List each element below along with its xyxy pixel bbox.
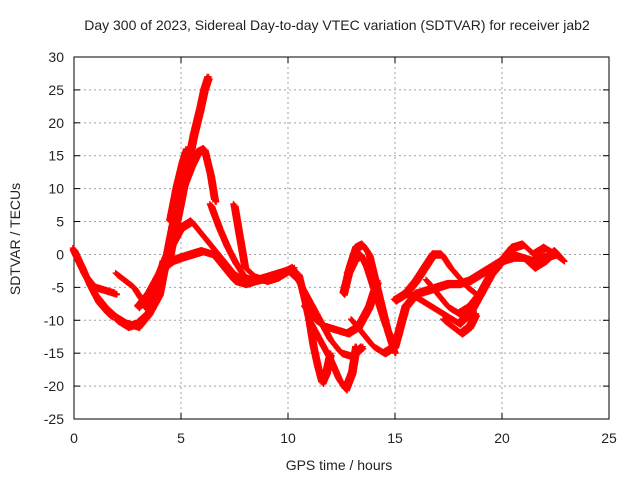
axis-ticks: 0 5 10 15 20 25 -25 -20 -15 -10 -5 0 5 10 15 20 25 30 (44, 49, 617, 446)
series-track-19 (422, 240, 559, 318)
y-tick-label: 15 (48, 148, 64, 164)
y-tick-label: -10 (44, 312, 64, 328)
series-track-7 (112, 258, 168, 312)
plus-markers (422, 240, 559, 318)
x-tick-label: 5 (177, 430, 185, 446)
x-tick-label: 0 (70, 430, 78, 446)
x-axis-label: GPS time / hours (286, 457, 393, 473)
y-axis-label: SDTVAR / TECUs (7, 183, 23, 295)
y-tick-label: 30 (48, 49, 64, 65)
plus-markers (343, 250, 399, 350)
series-track-3 (69, 73, 213, 332)
x-tick-label: 20 (494, 430, 510, 446)
x-tick-label: 15 (387, 430, 403, 446)
plus-markers (69, 73, 213, 332)
y-tick-label: 5 (56, 214, 64, 230)
plus-markers (112, 258, 168, 312)
plus-markers (440, 310, 480, 338)
data-points (69, 73, 568, 394)
plot-frame (73, 56, 610, 420)
y-tick-label: -5 (52, 279, 65, 295)
y-tick-label: 20 (48, 115, 64, 131)
x-tick-label: 25 (601, 430, 617, 446)
plus-markers (305, 316, 361, 394)
series-track-20 (440, 310, 480, 338)
series-track-8 (166, 146, 192, 226)
x-tick-label: 10 (280, 430, 296, 446)
y-tick-label: 10 (48, 181, 64, 197)
chart-title: Day 300 of 2023, Sidereal Day-to-day VTE… (84, 17, 590, 33)
y-tick-label: -20 (44, 378, 64, 394)
y-tick-label: 0 (56, 246, 64, 262)
grid-lines (74, 57, 609, 419)
y-tick-label: -15 (44, 345, 64, 361)
series-track-12 (305, 316, 361, 394)
y-tick-label: -25 (44, 411, 64, 427)
y-tick-label: 25 (48, 82, 64, 98)
plus-markers (166, 146, 192, 226)
series-track-15 (343, 250, 399, 350)
